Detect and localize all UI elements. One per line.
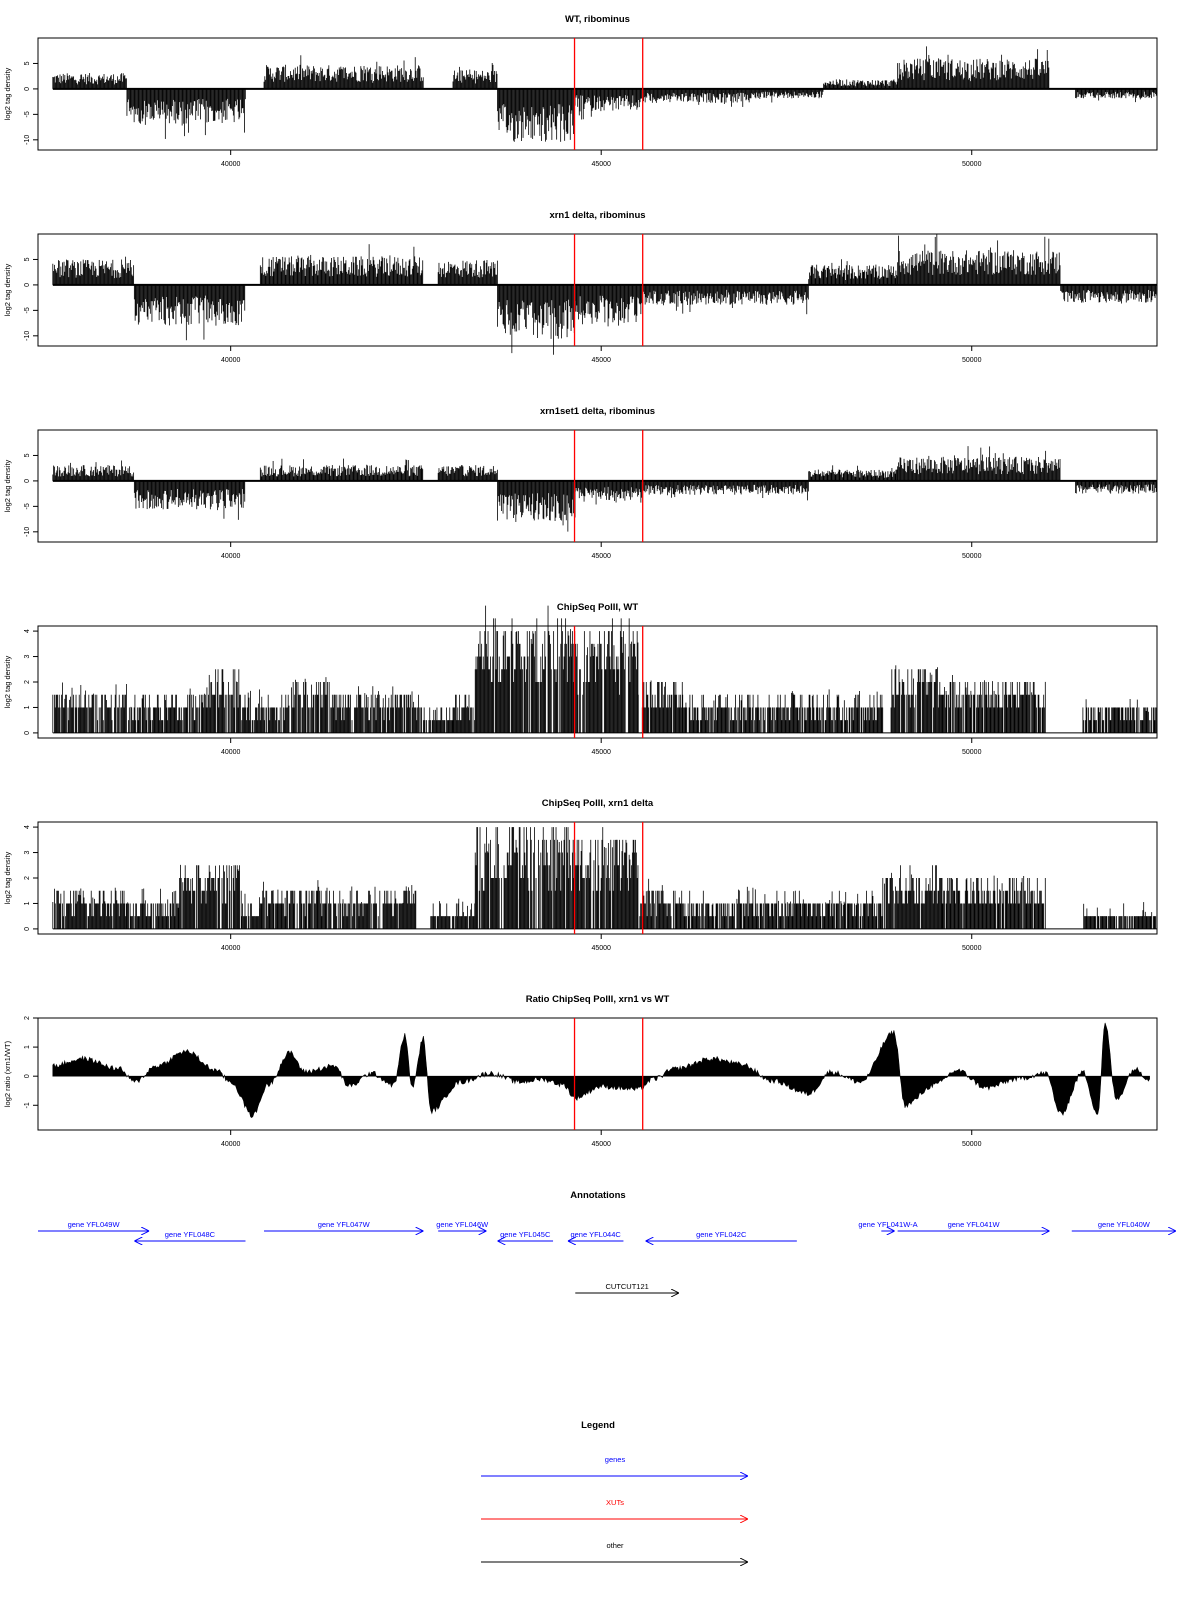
- data-segment: [241, 689, 290, 733]
- y-tick-label: -5: [24, 307, 31, 313]
- data-segment: [126, 88, 246, 139]
- y-tick-label: -10: [24, 331, 31, 341]
- y-axis-label: log2 tag density: [3, 459, 12, 512]
- panel-title: xrn1set1 delta, ribominus: [540, 406, 655, 417]
- data-segment: [641, 284, 809, 315]
- data-segment: [1075, 480, 1157, 494]
- y-tick-label: 5: [24, 257, 31, 261]
- y-tick-label: 5: [24, 61, 31, 65]
- data-segment: [897, 446, 1061, 481]
- data-segment: [574, 480, 643, 505]
- data-segment: [133, 480, 246, 520]
- data-segment: [497, 284, 576, 355]
- data-marks: [52, 234, 1158, 355]
- panel-title: WT, ribominus: [565, 14, 630, 25]
- data-segment: [897, 234, 1061, 285]
- data-segment: [259, 458, 424, 481]
- x-tick-label: 40000: [221, 357, 241, 364]
- y-tick-label: -5: [24, 111, 31, 117]
- y-tick-label: -10: [24, 135, 31, 145]
- y-axis: -10 -5 0 5 log2 tag density: [3, 61, 38, 145]
- chart-panels: WT, ribominus 40000 45000 50000 -10 -5 0 5 log2 …: [3, 14, 1158, 1148]
- data-segment: [259, 244, 424, 285]
- panel-xrn1set1_ribominus: xrn1set1 delta, ribominus 40000 45000 50000…: [3, 406, 1158, 560]
- y-axis-label: log2 tag density: [3, 263, 12, 316]
- data-segment: [808, 465, 898, 481]
- data-marks: [52, 605, 1157, 734]
- x-tick-label: 45000: [591, 161, 611, 168]
- x-tick-label: 50000: [962, 553, 982, 560]
- data-segment: [263, 55, 424, 89]
- x-axis: 40000 45000 50000: [221, 150, 982, 168]
- y-axis-label: log2 tag density: [3, 67, 12, 120]
- data-marks: [52, 46, 1157, 142]
- data-segment: [128, 687, 209, 733]
- data-segment: [497, 88, 576, 142]
- panel-wt_ribominus: WT, ribominus 40000 45000 50000 -10 -5 0 5 log2 …: [3, 14, 1158, 168]
- plot-frame: [37, 429, 1158, 543]
- plot-frame: [37, 37, 1158, 151]
- data-segment: [749, 88, 824, 103]
- data-segment: [452, 694, 475, 733]
- data-segment: [497, 480, 576, 532]
- data-segment: [52, 682, 127, 733]
- data-segment: [808, 259, 898, 285]
- y-axis: -10 -5 0 5 log2 tag density: [3, 453, 38, 537]
- data-segment: [437, 465, 498, 481]
- data-segment: [682, 689, 884, 733]
- y-tick-label: -5: [24, 503, 31, 509]
- data-segment: [641, 88, 750, 107]
- y-tick-label: 0: [24, 283, 31, 287]
- y-tick-label: 0: [24, 479, 31, 483]
- data-segment: [637, 680, 683, 733]
- data-segment: [52, 256, 135, 285]
- data-segment: [897, 46, 1050, 89]
- data-segment: [52, 460, 135, 481]
- x-tick-label: 40000: [221, 553, 241, 560]
- x-tick-label: 40000: [221, 161, 241, 168]
- data-segment: [1075, 88, 1157, 103]
- data-segment: [474, 605, 572, 733]
- data-segment: [422, 707, 454, 733]
- y-tick-label: 5: [24, 453, 31, 457]
- data-marks: [52, 446, 1157, 532]
- data-segment: [291, 677, 335, 733]
- panel-title: ChipSeq PolII, WT: [557, 602, 638, 613]
- y-tick-label: 0: [24, 87, 31, 91]
- x-tick-label: 45000: [591, 357, 611, 364]
- x-tick-label: 45000: [591, 553, 611, 560]
- data-segment: [571, 618, 639, 733]
- x-axis: 40000 45000 50000: [221, 542, 982, 560]
- y-tick-label: -10: [24, 527, 31, 537]
- y-axis: -10 -5 0 5 log2 tag density: [3, 257, 38, 341]
- data-segment: [52, 73, 127, 89]
- data-segment: [574, 88, 643, 120]
- data-segment: [452, 62, 498, 89]
- data-segment: [823, 79, 898, 89]
- data-segment: [334, 686, 423, 733]
- panel-title: xrn1 delta, ribominus: [549, 210, 645, 221]
- data-segment: [437, 259, 498, 285]
- data-segment: [133, 284, 246, 341]
- x-axis: 40000 45000 50000: [221, 346, 982, 364]
- data-segment: [1060, 284, 1158, 304]
- data-segment: [574, 284, 643, 327]
- data-segment: [208, 669, 241, 733]
- x-tick-label: 50000: [962, 161, 982, 168]
- x-tick-label: 50000: [962, 357, 982, 364]
- data-segment: [641, 480, 809, 501]
